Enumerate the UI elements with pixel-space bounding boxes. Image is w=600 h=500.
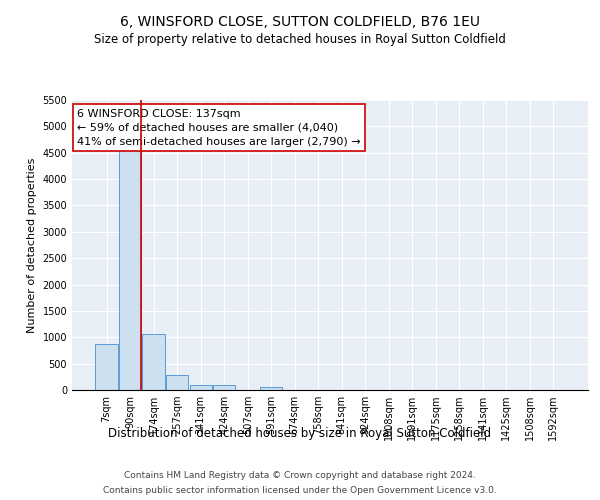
Text: 6 WINSFORD CLOSE: 137sqm
← 59% of detached houses are smaller (4,040)
41% of sem: 6 WINSFORD CLOSE: 137sqm ← 59% of detach… [77,108,361,146]
Bar [142,334,165,390]
Y-axis label: Number of detached properties: Number of detached properties [27,158,37,332]
Bar [166,374,188,390]
Bar [213,386,235,390]
Text: Contains HM Land Registry data © Crown copyright and database right 2024.: Contains HM Land Registry data © Crown c… [124,471,476,480]
Text: Size of property relative to detached houses in Royal Sutton Coldfield: Size of property relative to detached ho… [94,32,506,46]
Text: Contains public sector information licensed under the Open Government Licence v3: Contains public sector information licen… [103,486,497,495]
Bar [190,386,212,390]
Bar [260,387,283,390]
Text: Distribution of detached houses by size in Royal Sutton Coldfield: Distribution of detached houses by size … [109,428,491,440]
Bar [95,344,118,390]
Text: 6, WINSFORD CLOSE, SUTTON COLDFIELD, B76 1EU: 6, WINSFORD CLOSE, SUTTON COLDFIELD, B76… [120,15,480,29]
Bar [119,150,142,390]
